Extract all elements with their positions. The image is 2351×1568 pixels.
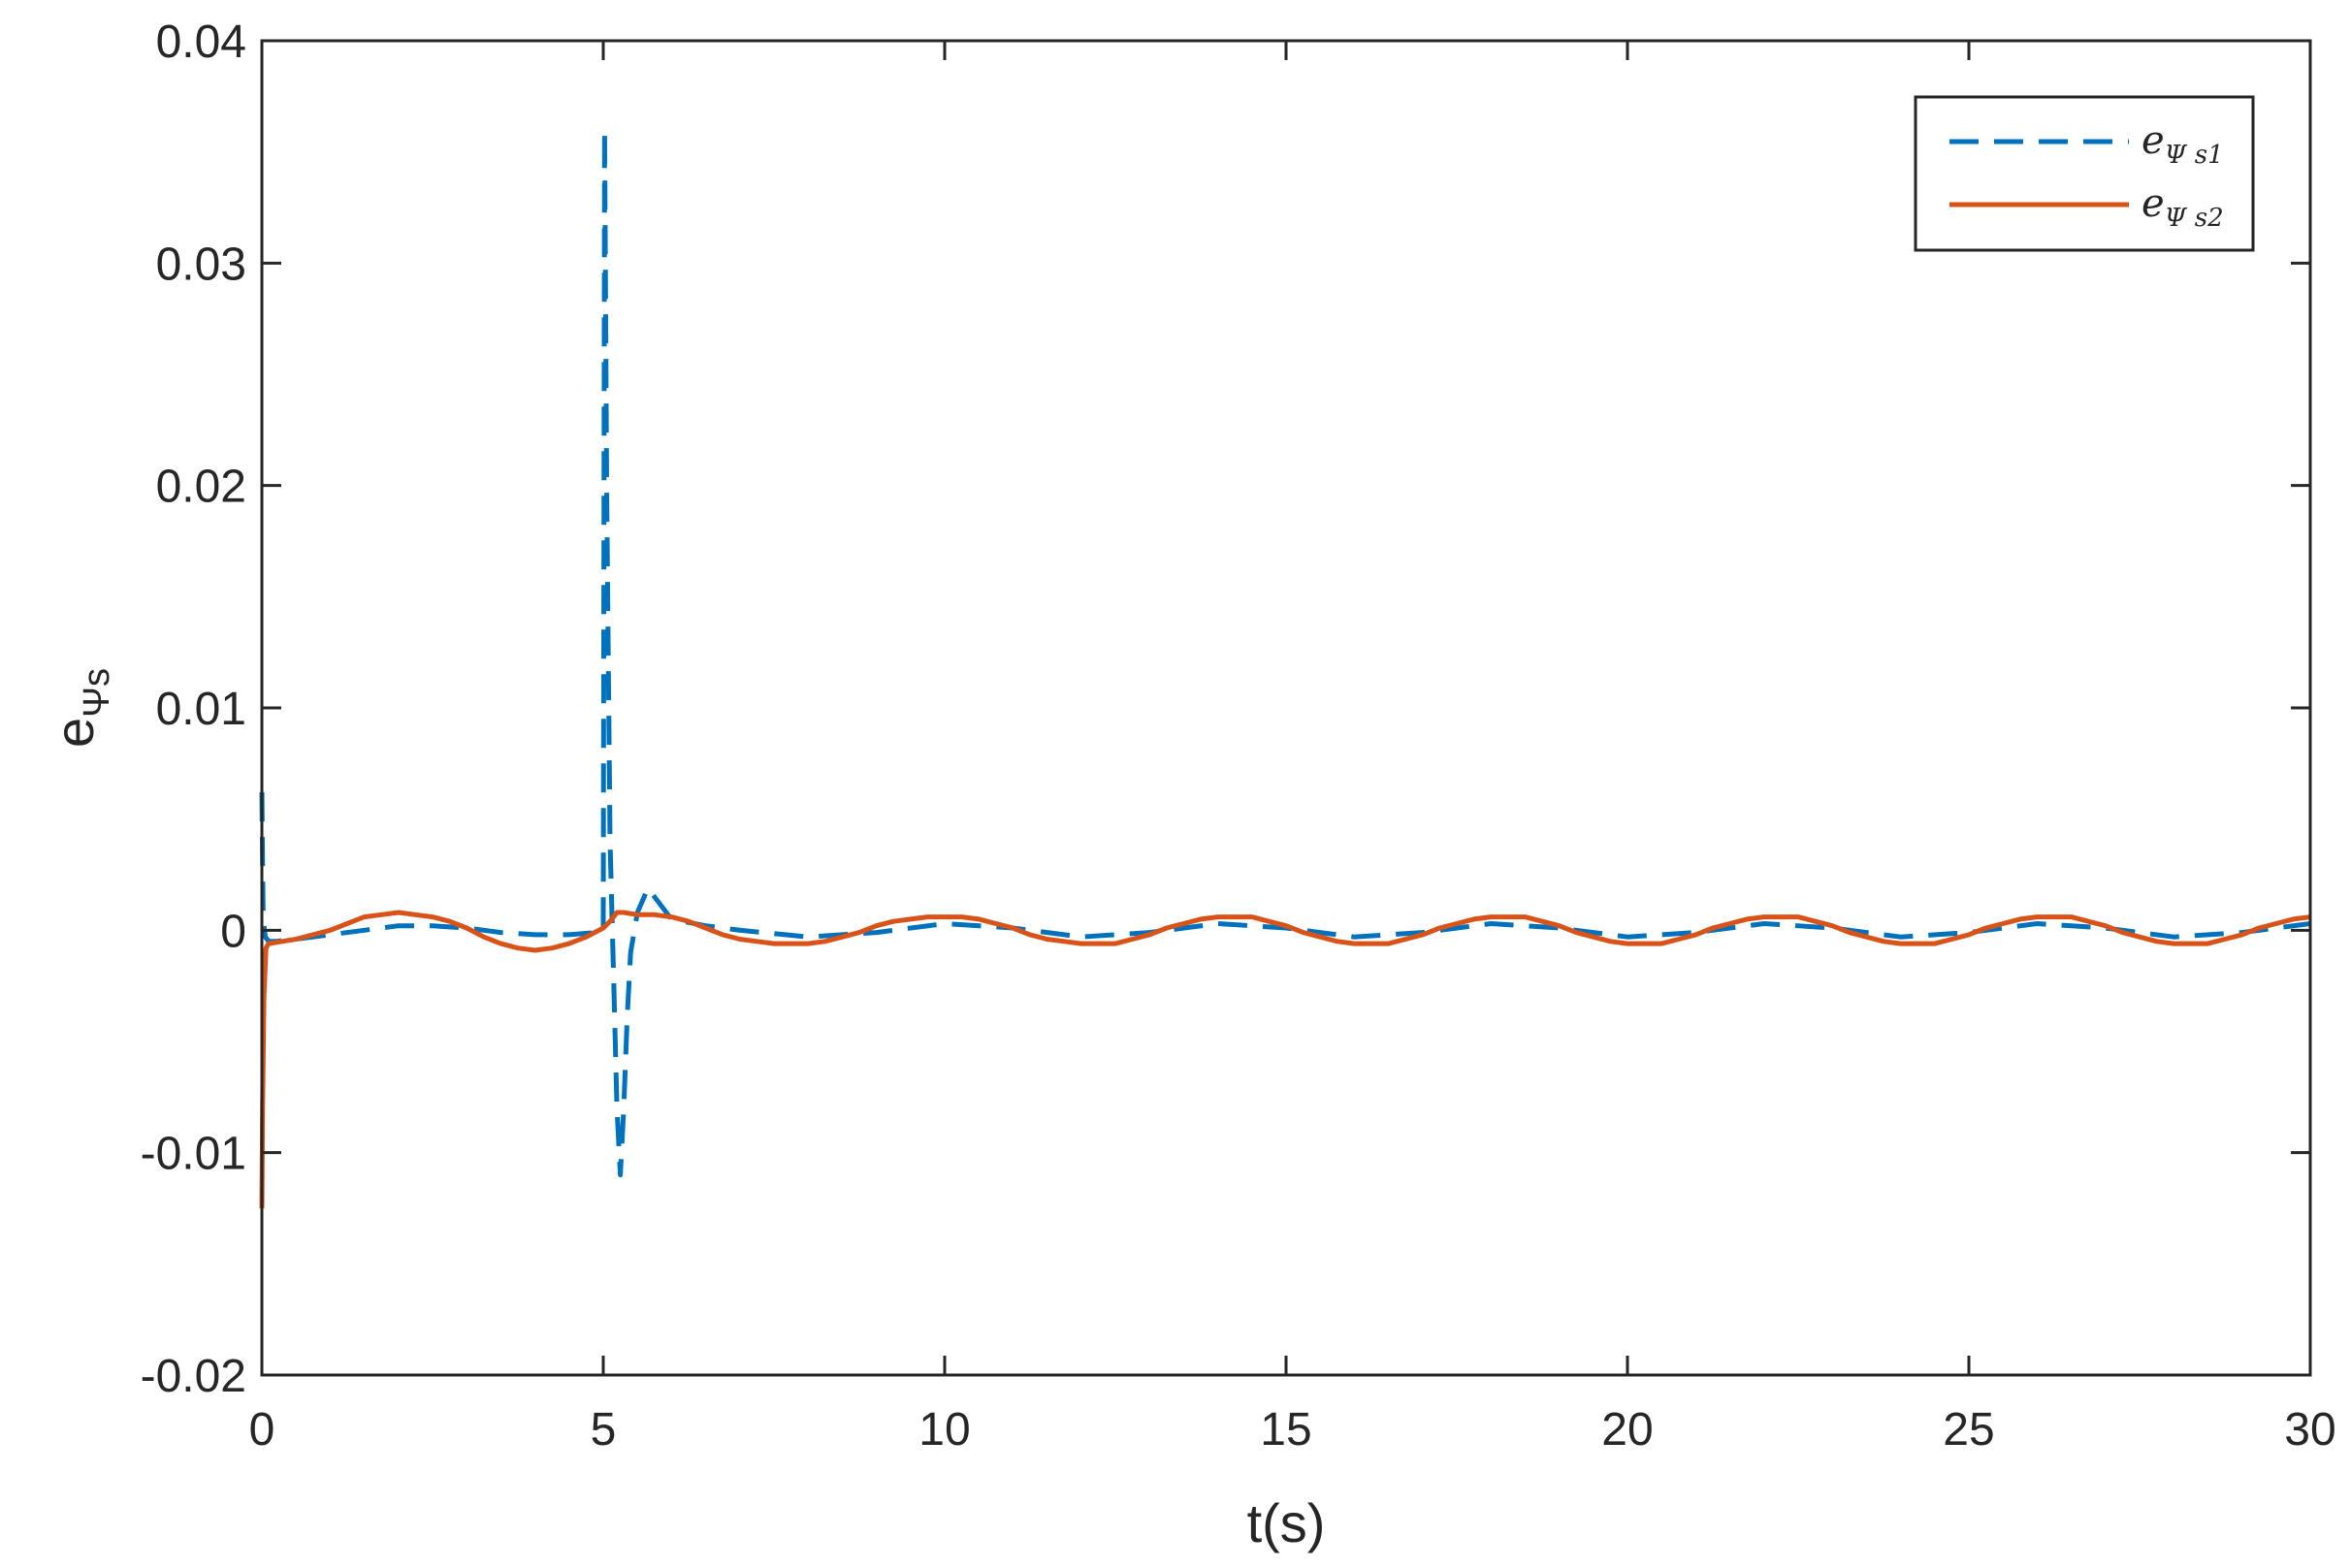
y-axis-ticks: -0.02 -0.01 0 0.01 0.02 0.03 0.04 (141, 16, 2310, 1402)
svg-text:eΨs: eΨs (44, 668, 117, 748)
legend-box (1914, 95, 2255, 252)
y-tick-label: -0.01 (141, 1129, 246, 1180)
x-tick-label: 30 (2284, 1404, 2335, 1456)
x-axis-title: t(s) (1247, 1492, 1326, 1553)
x-axis-ticks: 0 5 10 15 20 25 30 (249, 41, 2336, 1456)
x-tick-label: 20 (1601, 1404, 1653, 1456)
y-tick-label: -0.02 (141, 1351, 246, 1402)
y-axis-title: eΨs (44, 668, 117, 748)
legend-label-series-2: eΨ s2 (2142, 181, 2224, 233)
series-layer (259, 127, 2311, 1209)
y-tick-label: 0.02 (156, 462, 246, 513)
plot-background (262, 41, 2310, 1375)
x-tick-label: 5 (591, 1404, 617, 1456)
y-axis-title-base: e (44, 718, 105, 748)
x-tick-label: 0 (249, 1404, 275, 1456)
y-axis-title-sub: Ψs (77, 668, 117, 718)
series-line-1 (259, 127, 2311, 1178)
y-tick-label: 0.04 (156, 16, 246, 68)
series-line-2 (259, 910, 2311, 1209)
x-tick-label: 15 (1260, 1404, 1311, 1456)
y-tick-label: 0.01 (156, 684, 246, 735)
x-tick-label: 10 (918, 1404, 970, 1456)
y-tick-label: 0 (220, 906, 246, 957)
legend: eΨ s1 eΨ s2 (1914, 95, 2255, 252)
x-tick-label: 25 (1943, 1404, 1994, 1456)
legend-label-series-1: eΨ s1 (2142, 118, 2224, 170)
y-tick-label: 0.03 (156, 239, 246, 290)
